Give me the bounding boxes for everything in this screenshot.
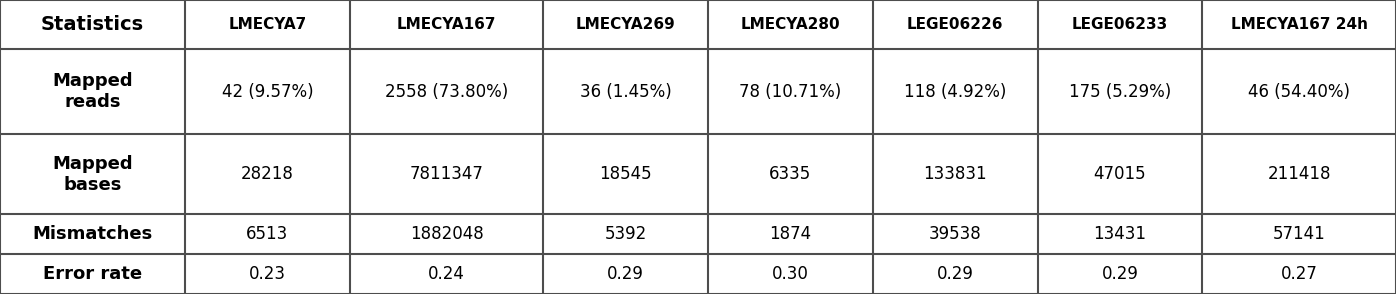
Text: 6513: 6513 [246, 225, 289, 243]
Text: 39538: 39538 [928, 225, 981, 243]
Text: 7811347: 7811347 [409, 165, 483, 183]
Text: 18545: 18545 [599, 165, 652, 183]
Text: 5392: 5392 [604, 225, 646, 243]
Text: 42 (9.57%): 42 (9.57%) [222, 83, 313, 101]
Text: 0.29: 0.29 [937, 265, 973, 283]
Text: Mismatches: Mismatches [32, 225, 152, 243]
Text: 57141: 57141 [1273, 225, 1326, 243]
Text: Mapped
reads: Mapped reads [52, 72, 133, 111]
Text: 0.29: 0.29 [1101, 265, 1139, 283]
Text: Error rate: Error rate [43, 265, 142, 283]
Text: LMECYA280: LMECYA280 [741, 17, 840, 32]
Text: LEGE06233: LEGE06233 [1072, 17, 1168, 32]
Text: LMECYA167 24h: LMECYA167 24h [1231, 17, 1368, 32]
Text: 0.23: 0.23 [248, 265, 286, 283]
Text: 36 (1.45%): 36 (1.45%) [579, 83, 671, 101]
Text: 0.24: 0.24 [429, 265, 465, 283]
Text: 78 (10.71%): 78 (10.71%) [740, 83, 842, 101]
Text: 28218: 28218 [242, 165, 293, 183]
Text: 1882048: 1882048 [409, 225, 483, 243]
Text: LMECYA269: LMECYA269 [575, 17, 676, 32]
Text: 1874: 1874 [769, 225, 811, 243]
Text: 13431: 13431 [1093, 225, 1146, 243]
Text: Statistics: Statistics [40, 15, 144, 34]
Text: 47015: 47015 [1093, 165, 1146, 183]
Text: 118 (4.92%): 118 (4.92%) [905, 83, 1007, 101]
Text: LMECYA7: LMECYA7 [228, 17, 307, 32]
Text: 6335: 6335 [769, 165, 811, 183]
Text: 133831: 133831 [923, 165, 987, 183]
Text: 0.27: 0.27 [1280, 265, 1318, 283]
Text: 0.29: 0.29 [607, 265, 644, 283]
Text: LEGE06226: LEGE06226 [907, 17, 1004, 32]
Text: 0.30: 0.30 [772, 265, 808, 283]
Text: 175 (5.29%): 175 (5.29%) [1069, 83, 1171, 101]
Text: LMECYA167: LMECYA167 [396, 17, 496, 32]
Text: 46 (54.40%): 46 (54.40%) [1248, 83, 1350, 101]
Text: Mapped
bases: Mapped bases [52, 155, 133, 194]
Text: 211418: 211418 [1268, 165, 1330, 183]
Text: 2558 (73.80%): 2558 (73.80%) [385, 83, 508, 101]
